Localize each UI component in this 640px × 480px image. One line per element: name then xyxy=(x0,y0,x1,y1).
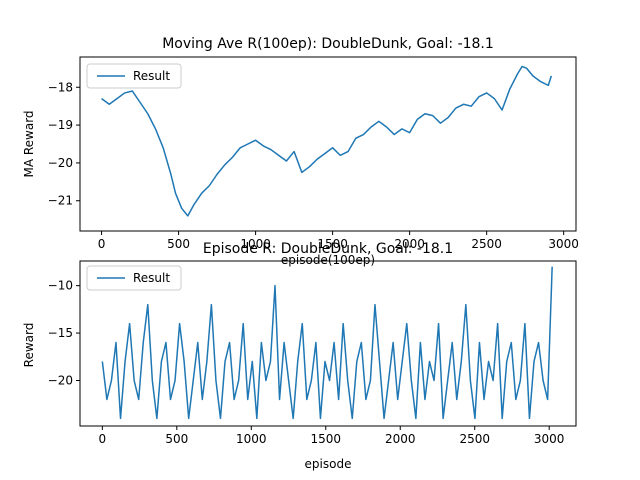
episode-reward-chart: Episode R: DoubleDunk, Goal: -18.1 0 500 1… xyxy=(22,241,577,471)
y-axis-ticks: −21 −20 −19 −18 xyxy=(48,80,80,208)
x-tick-label: 1000 xyxy=(240,237,271,251)
x-tick-label: 1500 xyxy=(317,237,348,251)
x-tick-label: 500 xyxy=(167,237,190,251)
chart-title: Episode R: DoubleDunk, Goal: -18.1 xyxy=(203,241,453,257)
y-tick-label: −21 xyxy=(48,194,73,208)
x-tick-label: 2000 xyxy=(385,432,416,446)
x-tick-label: 3000 xyxy=(534,432,565,446)
axes-frame xyxy=(79,56,577,232)
legend-entry: Result xyxy=(133,69,170,83)
y-tick-label: −19 xyxy=(48,118,73,132)
y-tick-label: −18 xyxy=(48,80,73,94)
chart-title: Moving Ave R(100ep): DoubleDunk, Goal: -… xyxy=(162,36,494,52)
x-tick-label: 3000 xyxy=(548,237,579,251)
axes-frame xyxy=(79,260,577,427)
legend: Result xyxy=(86,265,182,291)
y-axis-label: Reward xyxy=(22,323,36,368)
series-line-result xyxy=(101,266,553,420)
x-tick-label: 1500 xyxy=(310,432,341,446)
x-axis-label: episode xyxy=(305,457,352,471)
x-axis-ticks: 0 500 1000 1500 2000 2500 3000 xyxy=(98,231,579,251)
y-tick-label: −20 xyxy=(48,373,73,387)
moving-average-chart: Moving Ave R(100ep): DoubleDunk, Goal: -… xyxy=(22,36,579,267)
y-tick-label: −15 xyxy=(48,326,73,340)
legend-box xyxy=(86,265,182,291)
x-tick-label: 0 xyxy=(98,237,106,251)
x-axis-ticks: 0 500 1000 1500 2000 2500 3000 xyxy=(99,426,565,446)
x-tick-label: 2500 xyxy=(471,237,502,251)
series-group xyxy=(101,266,553,420)
x-tick-label: 1000 xyxy=(236,432,267,446)
series-group xyxy=(101,65,553,217)
y-axis-label: MA Reward xyxy=(22,110,36,177)
series-line-result xyxy=(101,65,553,217)
legend-box xyxy=(86,63,182,89)
x-axis-label: episode(100ep) xyxy=(281,253,375,267)
x-tick-label: 2000 xyxy=(394,237,425,251)
x-tick-label: 2500 xyxy=(459,432,490,446)
y-tick-label: −10 xyxy=(48,279,73,293)
legend-entry: Result xyxy=(133,271,170,285)
y-tick-label: −20 xyxy=(48,156,73,170)
x-tick-label: 500 xyxy=(165,432,188,446)
legend: Result xyxy=(86,63,182,89)
x-tick-label: 0 xyxy=(99,432,107,446)
y-axis-ticks: −20 −15 −10 xyxy=(48,279,80,387)
